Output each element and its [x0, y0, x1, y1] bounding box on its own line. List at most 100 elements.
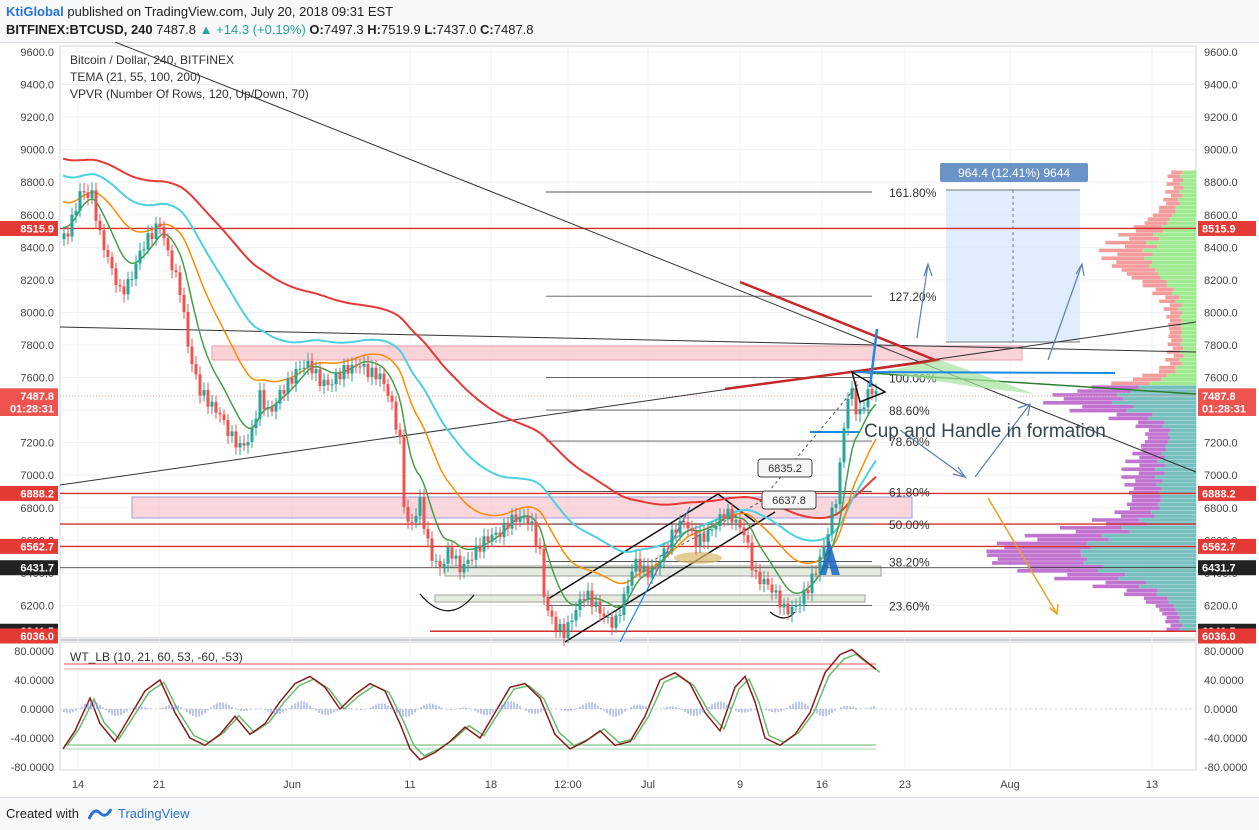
tradingview-link[interactable]: TradingView — [118, 806, 190, 821]
candle-body-129 — [578, 599, 582, 610]
vpvr-up-107 — [1175, 209, 1196, 214]
candle-body-103 — [474, 545, 478, 560]
candle-body-199 — [858, 408, 862, 415]
tradingview-logo-icon[interactable] — [88, 805, 112, 821]
vpvr-down-42 — [1139, 463, 1165, 468]
vpvr-down-4 — [1162, 611, 1178, 616]
vpvr-up-79 — [1181, 318, 1196, 323]
vpvr-down-86 — [1152, 291, 1172, 296]
fib-label-6: 50.00% — [889, 518, 930, 532]
candle-body-88 — [414, 516, 418, 523]
tema-legend: TEMA (21, 55, 100, 200) — [70, 70, 201, 84]
vpvr-down-6 — [1155, 604, 1174, 608]
candle-body-134 — [598, 602, 602, 614]
vpvr-up-92 — [1155, 268, 1196, 272]
chart-area[interactable]: 161.80% 127.20% 100.00% 88.60% 78.60% 61.80% 5… — [0, 41, 1259, 797]
vpvr-down-19 — [987, 553, 1082, 557]
x-tick-9: 23 — [899, 779, 911, 791]
close-value: 7487.8 — [493, 22, 534, 37]
candle-body-63 — [314, 369, 318, 374]
candle-body-11 — [106, 249, 110, 257]
x-axis[interactable]: 14 21 Jun 11 18 12:00 Jul 9 16 23 Aug 13 — [72, 779, 1158, 791]
candle-body-108 — [494, 532, 498, 535]
author-link[interactable]: KtiGlobal — [6, 4, 64, 19]
price-tag-left-bg-5 — [0, 560, 58, 576]
candle-body-175 — [762, 578, 766, 585]
chart-svg[interactable]: 161.80%127.20%100.00%88.60%78.60%61.80%5… — [0, 41, 1259, 797]
vpvr-up-84 — [1175, 299, 1196, 304]
channel-upper — [547, 493, 719, 600]
vpvr-down-68 — [1170, 361, 1182, 366]
y-tick-left-8: 8000.0 — [20, 307, 54, 319]
vpvr-down-38 — [1135, 479, 1163, 483]
candle-body-155 — [682, 520, 686, 523]
candle-body-113 — [514, 514, 518, 523]
candle-body-102 — [470, 559, 474, 561]
candle-body-33 — [194, 364, 198, 375]
price-tag-right-bg-7 — [1198, 628, 1256, 644]
vpvr-down-64 — [1132, 377, 1162, 382]
wt-main-line — [62, 648, 877, 761]
y-tick-left-14: 6800.0 — [20, 503, 54, 515]
candle-body-79 — [378, 373, 382, 380]
candle-body-126 — [566, 622, 570, 638]
candle-body-148 — [654, 566, 658, 569]
vpvr-down-7 — [1146, 600, 1169, 604]
y-tick-right-7: 8200.0 — [1204, 275, 1238, 287]
price-tag-right-bg-3 — [1198, 485, 1256, 501]
vpvr-down-22 — [996, 541, 1087, 546]
y-axis-left[interactable]: 9600.0 9400.0 9200.0 9000.0 8800.0 8600.0 8400… — [20, 47, 54, 645]
candle-body-47 — [250, 427, 254, 442]
vpvr-down-17 — [992, 561, 1084, 565]
vpvr-up-34 — [1160, 494, 1196, 499]
ascending-trendline — [59, 321, 1197, 486]
price-tag-right-bg-5 — [1198, 560, 1256, 576]
x-tick-3: 11 — [404, 779, 415, 791]
vpvr-up-2 — [1179, 619, 1196, 624]
vpvr-up-13 — [1118, 576, 1196, 581]
vpvr-down-114 — [1166, 182, 1180, 186]
red-resistance-segment — [739, 280, 936, 362]
candle-body-96 — [446, 547, 450, 564]
candle-body-170 — [742, 527, 746, 536]
y-tick-left-3: 9000.0 — [20, 145, 54, 157]
vpvr-down-36 — [1133, 486, 1162, 491]
candle-body-111 — [506, 522, 510, 529]
y-axis-right[interactable]: 9600.0 9400.0 9200.0 9000.0 8800.0 8600.0 8400… — [1204, 47, 1238, 645]
vpvr-up-51 — [1170, 428, 1196, 432]
vpvr-up-81 — [1181, 311, 1196, 315]
vpvr-down-98 — [1125, 244, 1157, 249]
oscillator-axis[interactable]: 80.0000 80.0000 40.0000 40.0000 0.0000 0.0000… — [11, 646, 1248, 774]
vpvr-down-105 — [1147, 217, 1170, 221]
vpvr-down-91 — [1126, 272, 1158, 276]
callout-6637-label: 6637.8 — [772, 495, 806, 507]
vpvr-down-73 — [1167, 342, 1181, 347]
vpvr-up-12 — [1146, 580, 1196, 585]
low-value: 7437.0 — [436, 22, 477, 37]
vpvr-up-98 — [1156, 244, 1196, 249]
open-value: 7497.3 — [323, 22, 364, 37]
projection-arrows — [899, 262, 1085, 478]
candle-body-87 — [410, 521, 414, 523]
vpvr-up-88 — [1166, 283, 1196, 288]
price-tag-left-0: 8515.9 — [20, 223, 54, 235]
candle-body-5 — [82, 191, 86, 193]
price-tag-left-3: 6888.2 — [20, 488, 54, 500]
vpvr-down-76 — [1169, 330, 1182, 335]
red-support-segment — [724, 358, 941, 391]
fib-label-1: 127.20% — [889, 290, 937, 304]
x-tick-1: 21 — [153, 779, 165, 791]
vpvr-down-2 — [1165, 619, 1180, 624]
candle-body-25 — [162, 226, 166, 239]
candle-body-12 — [110, 256, 114, 269]
price-tag-right-bg-4 — [1198, 538, 1256, 554]
fib-label-4: 78.60% — [889, 435, 930, 449]
vpvr-up-5 — [1175, 608, 1196, 612]
vpvr-down-35 — [1129, 490, 1160, 495]
price-tag-left-bg-0 — [0, 220, 58, 236]
candle-body-75 — [362, 363, 366, 367]
candle-body-169 — [738, 519, 742, 528]
candle-body-91 — [426, 529, 430, 539]
vpvr-down-88 — [1142, 283, 1167, 288]
candle-body-51 — [266, 406, 270, 410]
